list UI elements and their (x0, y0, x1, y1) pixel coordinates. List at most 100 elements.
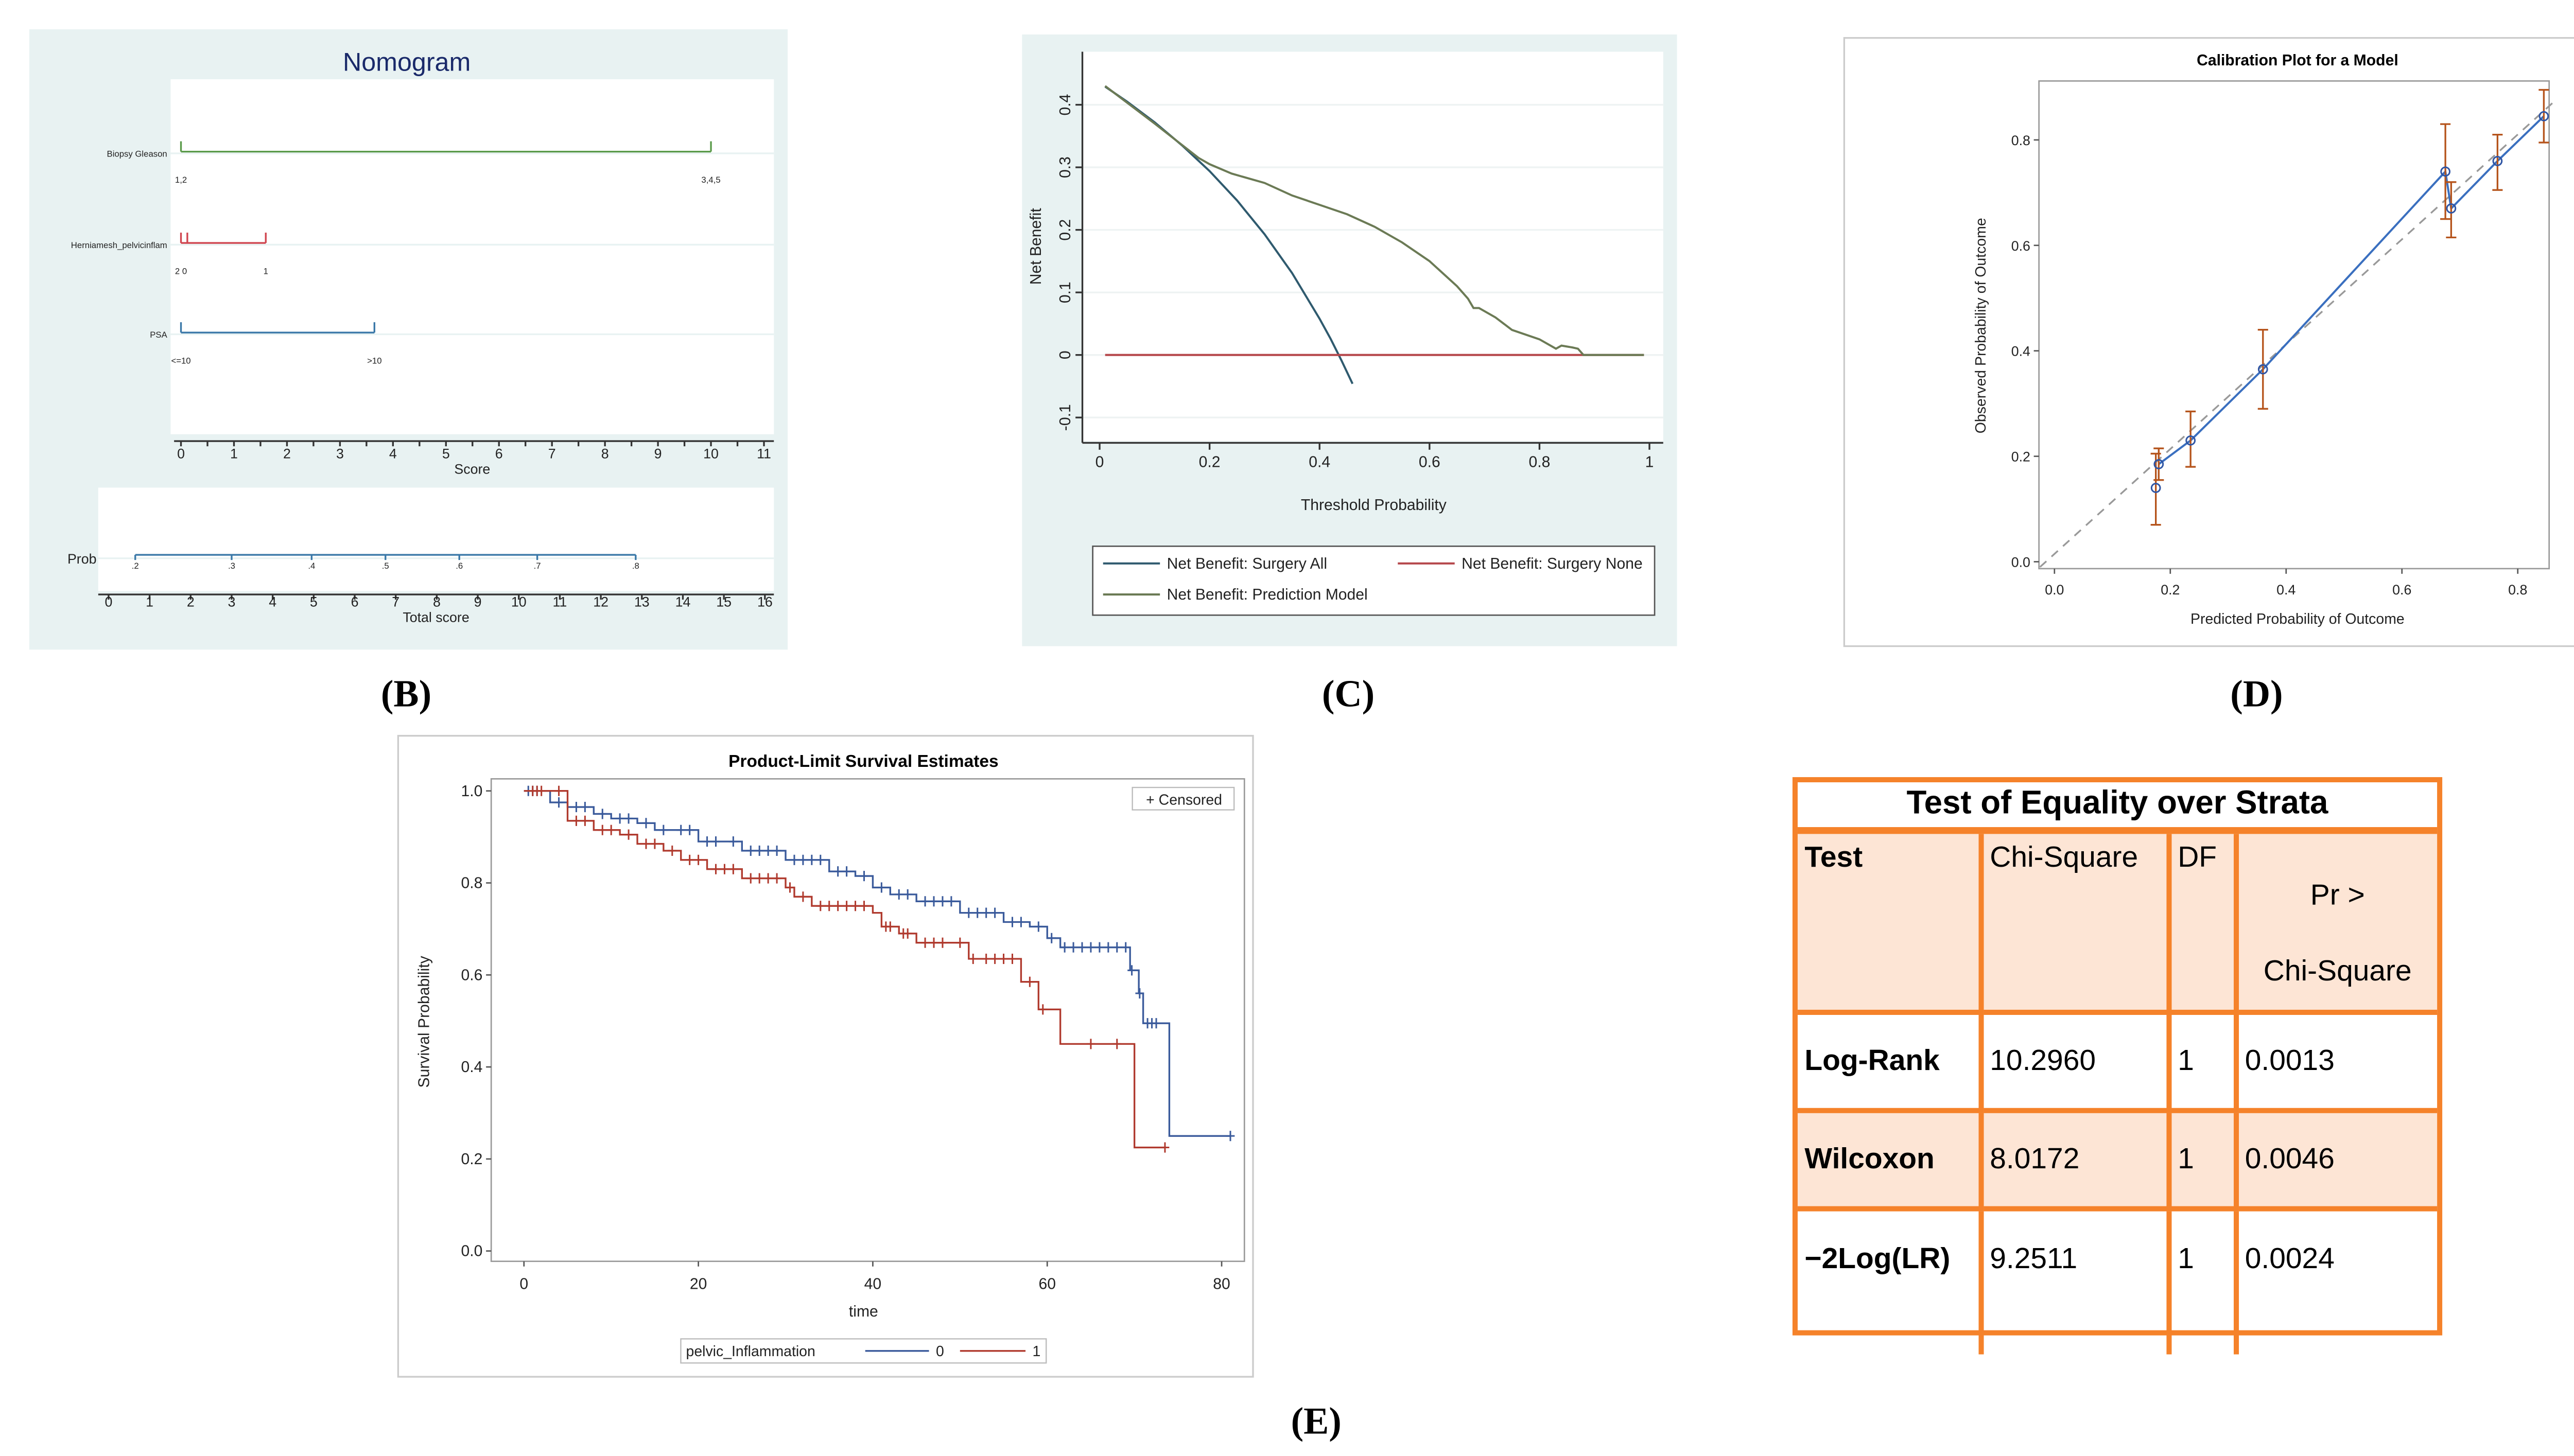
total-tick-label: 1 (146, 594, 153, 609)
km-y-tick-label: 0.0 (461, 1243, 483, 1260)
total-score-axis-title: Total score (403, 610, 469, 625)
calibration-frame (2038, 80, 2550, 570)
cell-chi-square: 8.0172 (1977, 1108, 2171, 1212)
row-label: Herniamesh_pelvicinflam (71, 240, 167, 250)
table-title: Test of Equality over Strata (1797, 782, 2438, 834)
caption-c: (C) (1321, 672, 1375, 715)
caption-d: (D) (2230, 672, 2283, 715)
cell-df: 1 (2165, 1206, 2238, 1354)
dca-x-tick-label: 0 (1095, 453, 1104, 470)
header-df: DF (2165, 834, 2238, 1015)
table-row: Wilcoxon 8.0172 1 0.0046 (1797, 1108, 2438, 1212)
km-censored-legend (1132, 786, 1235, 811)
table-row: Log-Rank 10.2960 1 0.0013 (1797, 1009, 2438, 1113)
score-axis-title: Score (454, 462, 490, 477)
km-legend-label-1: 1 (1032, 1343, 1040, 1360)
total-tick-label: 7 (392, 594, 399, 609)
total-tick-label: 3 (228, 594, 236, 609)
score-tick-label: 5 (442, 446, 450, 462)
cell-p: 0.0024 (2233, 1206, 2438, 1354)
cal-point (2185, 435, 2196, 446)
km-x-axis-title: time (849, 1303, 878, 1320)
km-frame (490, 778, 1245, 1262)
cal-y-tick-label: 0.6 (2011, 238, 2030, 254)
score-tick-label: 11 (757, 446, 771, 462)
dca-x-tick-label: 0.4 (1309, 453, 1330, 470)
total-tick-label: 12 (593, 594, 608, 609)
row-point-label: <=10 (171, 356, 190, 365)
km-y-axis-title: Survival Probability (416, 956, 433, 1087)
cal-point (2492, 155, 2503, 166)
km-y-tick-label: 0.2 (461, 1151, 483, 1168)
cal-point (2446, 203, 2457, 214)
cal-point (2150, 483, 2161, 493)
prob-tick-label: .7 (534, 561, 541, 571)
dca-y-axis-title: Net Benefit (1028, 208, 1045, 285)
score-tick-label: 6 (495, 446, 503, 462)
km-censored-legend-label: + Censored (1146, 792, 1222, 809)
cal-point (2538, 111, 2549, 121)
cell-test: Wilcoxon (1797, 1108, 1983, 1212)
cal-x-tick-label: 0.6 (2392, 582, 2411, 598)
prob-tick-label: .2 (132, 561, 139, 571)
cal-point (2153, 459, 2164, 469)
header-test: Test (1797, 834, 1983, 1015)
km-x-tick-label: 60 (1038, 1275, 1056, 1292)
total-tick-label: 0 (105, 594, 112, 609)
calibration-panel (1843, 37, 2574, 647)
cal-y-axis-title: Observed Probability of Outcome (1973, 218, 1989, 433)
caption-b: (B) (380, 672, 432, 715)
total-tick-label: 13 (634, 594, 650, 609)
table-grid: Test Chi-Square DF Pr > Chi-Square Log-Ra… (1797, 834, 2438, 1354)
prob-tick-label: .3 (228, 561, 235, 571)
total-tick-label: 9 (474, 594, 482, 609)
dca-plot-area (1082, 51, 1663, 442)
dca-y-tick-label: 0.2 (1057, 219, 1074, 241)
score-tick-label: 1 (230, 446, 238, 462)
dca-legend (1092, 545, 1656, 616)
nomogram-lower-area (98, 487, 774, 591)
cal-x-tick-label: 0.0 (2045, 582, 2064, 598)
km-x-tick-label: 0 (519, 1275, 528, 1292)
dca-x-tick-label: 1 (1645, 453, 1654, 470)
cell-df: 1 (2165, 1108, 2238, 1212)
dca-x-tick-label: 0.2 (1199, 453, 1221, 470)
prob-tick-label: .5 (382, 561, 389, 571)
cal-y-tick-label: 0.4 (2011, 344, 2030, 359)
km-survival-curve (524, 790, 1165, 1149)
cal-point (2440, 166, 2451, 177)
score-tick-label: 9 (654, 446, 662, 462)
row-point-label: 1,2 (175, 175, 187, 185)
dca-y-tick-label: 0.1 (1057, 282, 1074, 303)
cell-p: 0.0046 (2233, 1108, 2438, 1212)
row-point-label: 3,4,5 (701, 175, 720, 185)
score-tick-label: 4 (389, 446, 397, 462)
km-legend-title: pelvic_Inflammation (686, 1343, 815, 1360)
km-survival-curve (524, 790, 1231, 1137)
strata-test-table: Test of Equality over Strata Test Chi-Sq… (1792, 777, 2443, 1354)
calibration-reference-line (2039, 102, 2553, 568)
total-tick-label: 6 (351, 594, 359, 609)
header-p-value: Pr > Chi-Square (2233, 834, 2438, 1015)
cal-y-tick-label: 0.8 (2011, 133, 2030, 148)
total-tick-label: 2 (187, 594, 195, 609)
table-header-row: Test Chi-Square DF Pr > Chi-Square (1797, 834, 2438, 1015)
header-p-line2: Chi-Square (2263, 954, 2412, 988)
prob-tick-label: .4 (308, 561, 315, 571)
cal-y-tick-label: 0.2 (2011, 449, 2030, 465)
dca-series-line (1104, 85, 1644, 356)
score-tick-label: 7 (548, 446, 556, 462)
cal-x-axis-title: Predicted Probability of Outcome (2190, 611, 2405, 627)
prob-tick-label: .8 (632, 561, 639, 571)
row-point-label: 1 (264, 266, 268, 276)
cell-chi-square: 9.2511 (1977, 1206, 2171, 1354)
km-x-tick-label: 80 (1213, 1275, 1230, 1292)
total-tick-label: 15 (716, 594, 732, 609)
score-tick-label: 3 (336, 446, 344, 462)
total-tick-label: 16 (757, 594, 773, 609)
cal-point (2257, 364, 2268, 375)
dca-legend-label: Net Benefit: Surgery None (1462, 555, 1643, 572)
row-label: Biopsy Gleason (107, 149, 167, 159)
total-tick-label: 14 (675, 594, 691, 609)
